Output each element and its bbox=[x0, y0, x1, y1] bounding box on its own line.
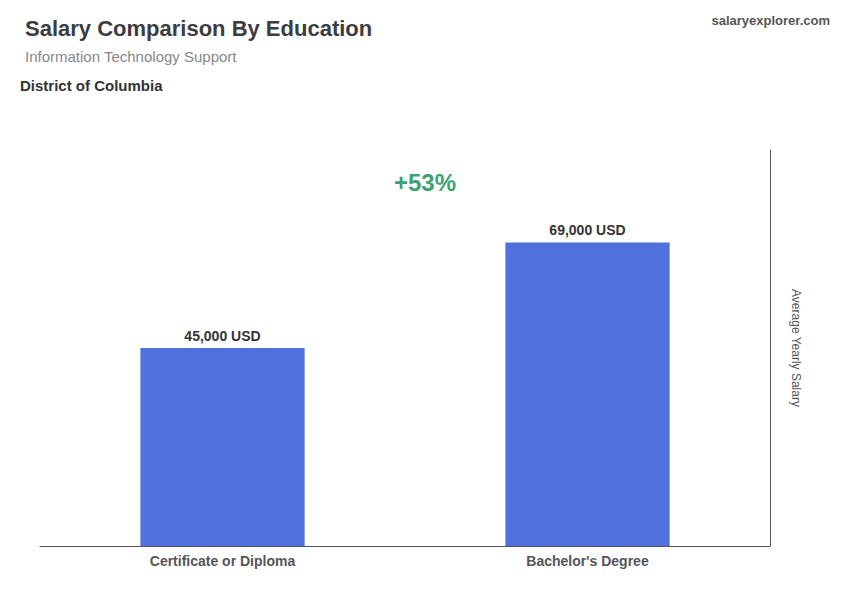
svg-text:69,000 USD: 69,000 USD bbox=[549, 222, 625, 238]
svg-text:District of Columbia: District of Columbia bbox=[20, 77, 163, 94]
svg-text:Average Yearly Salary: Average Yearly Salary bbox=[789, 289, 803, 407]
svg-text:Certificate or Diploma: Certificate or Diploma bbox=[150, 553, 296, 569]
svg-text:+53%: +53% bbox=[394, 169, 456, 196]
svg-text:45,000 USD: 45,000 USD bbox=[184, 328, 260, 344]
svg-text:Salary Comparison By Education: Salary Comparison By Education bbox=[25, 16, 372, 41]
svg-text:Information Technology Support: Information Technology Support bbox=[25, 48, 237, 65]
svg-text:Bachelor's Degree: Bachelor's Degree bbox=[526, 553, 649, 569]
svg-text:salaryexplorer.com: salaryexplorer.com bbox=[711, 13, 830, 28]
